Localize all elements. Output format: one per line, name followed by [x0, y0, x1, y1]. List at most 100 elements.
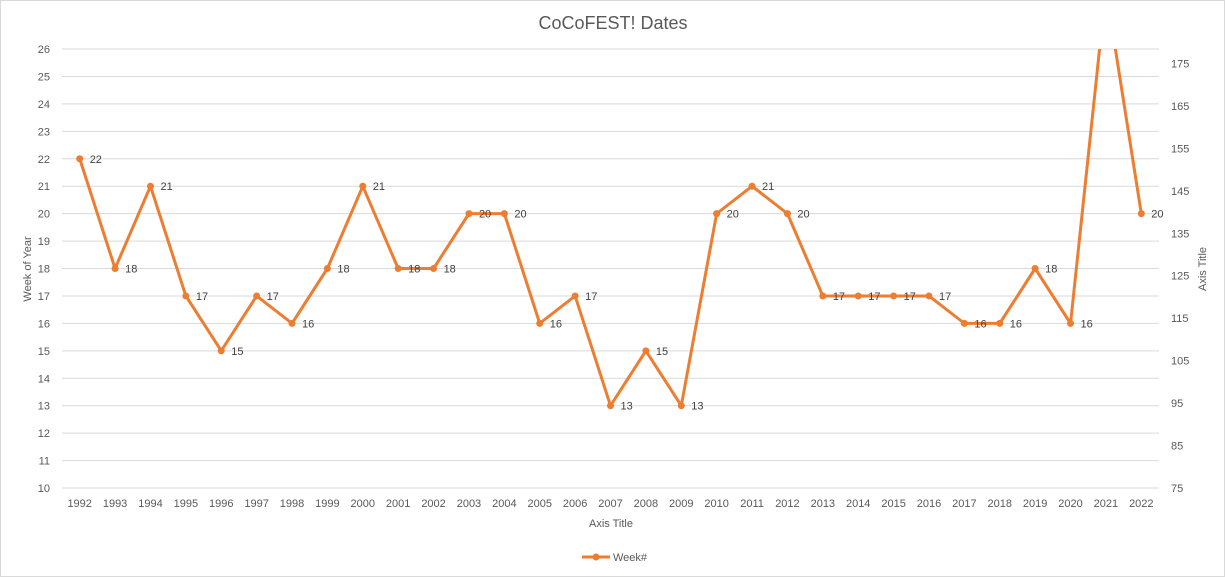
x-tick-label: 2020	[1058, 498, 1082, 510]
data-point[interactable]	[1137, 210, 1145, 218]
data-label: 17	[833, 291, 845, 303]
data-point[interactable]	[713, 210, 721, 218]
x-tick-label: 1996	[209, 498, 233, 510]
y2-tick-label: 145	[1171, 186, 1189, 198]
data-point[interactable]	[111, 265, 119, 272]
data-point[interactable]	[217, 347, 225, 355]
data-label: 21	[373, 181, 385, 193]
y-tick-label: 23	[38, 126, 50, 138]
data-point[interactable]	[430, 265, 438, 272]
data-label: 13	[621, 401, 633, 413]
data-label: 17	[904, 291, 916, 303]
data-label: 20	[1151, 209, 1163, 221]
data-point[interactable]	[536, 319, 544, 327]
y-tick-label: 24	[38, 99, 50, 111]
gridlines	[62, 48, 1159, 489]
x-tick-label: 2000	[351, 498, 375, 510]
data-point[interactable]	[925, 292, 933, 300]
series-week	[76, 49, 1145, 410]
y2-tick-label: 105	[1171, 356, 1189, 368]
x-tick-label: 2005	[527, 498, 551, 510]
data-label: 16	[550, 318, 562, 330]
x-tick-label: 2015	[881, 498, 905, 510]
y-tick-label: 20	[38, 209, 50, 221]
data-point[interactable]	[500, 210, 508, 218]
x-axis-ticks: 1992 1993 1994 1995 1996 1997 1998 1999 2000 2001…	[67, 498, 1153, 510]
y-tick-label: 16	[38, 318, 50, 330]
data-label: 18	[408, 264, 420, 276]
data-point[interactable]	[465, 210, 473, 218]
data-point[interactable]	[854, 292, 862, 300]
data-point[interactable]	[253, 292, 261, 300]
data-label: 20	[797, 209, 809, 221]
y2-axis-title: Axis Title	[1197, 247, 1209, 291]
legend-point-marker	[592, 553, 600, 561]
y-tick-label: 22	[38, 154, 50, 166]
y-tick-label: 12	[38, 428, 50, 440]
y-tick-label: 13	[38, 401, 50, 413]
legend[interactable]: Week#	[582, 552, 648, 564]
y2-tick-label: 135	[1171, 228, 1189, 240]
y2-tick-label: 125	[1171, 271, 1189, 283]
data-point[interactable]	[890, 292, 898, 300]
x-tick-label: 2019	[1023, 498, 1047, 510]
x-tick-label: 2021	[1094, 498, 1118, 510]
x-tick-label: 1994	[138, 498, 162, 510]
data-label: 17	[585, 291, 597, 303]
data-label: 20	[514, 209, 526, 221]
data-point[interactable]	[359, 182, 367, 190]
data-label: 18	[1045, 264, 1057, 276]
x-tick-label: 1995	[174, 498, 198, 510]
y2-tick-label: 155	[1171, 143, 1189, 155]
data-label: 15	[656, 346, 668, 358]
x-tick-label: 2007	[598, 498, 622, 510]
data-label: 21	[762, 181, 774, 193]
data-point[interactable]	[1067, 319, 1075, 327]
y-tick-label: 17	[38, 291, 50, 303]
data-label: 17	[868, 291, 880, 303]
data-label: 17	[267, 291, 279, 303]
data-point[interactable]	[819, 292, 827, 300]
x-tick-label: 2004	[492, 498, 516, 510]
x-tick-label: 2011	[740, 498, 764, 510]
data-point[interactable]	[783, 210, 791, 218]
y-tick-label: 18	[38, 264, 50, 276]
data-point[interactable]	[182, 292, 190, 300]
data-point[interactable]	[996, 319, 1004, 327]
x-tick-label: 2022	[1129, 498, 1153, 510]
x-tick-label: 2014	[846, 498, 870, 510]
y2-tick-label: 95	[1171, 398, 1183, 410]
data-label: 18	[444, 264, 456, 276]
data-point[interactable]	[1031, 265, 1039, 272]
data-point[interactable]	[748, 182, 756, 190]
x-axis-title: Axis Title	[589, 518, 633, 530]
data-point[interactable]	[323, 265, 331, 272]
data-labels: 22 18 21 17 15 17 16 18 21 18 18 20 20 16 17 13 15 13 20 21…	[90, 154, 1164, 413]
x-tick-label: 1997	[244, 498, 268, 510]
data-point[interactable]	[677, 402, 685, 410]
y2-tick-label: 75	[1171, 483, 1183, 495]
y2-axis-ticks: 75 85 95 105 115 125 135 145 155 165 175	[1171, 58, 1189, 495]
data-label: 18	[337, 264, 349, 276]
x-tick-label: 2008	[634, 498, 658, 510]
data-point[interactable]	[607, 402, 614, 410]
data-label: 22	[90, 154, 102, 166]
data-point[interactable]	[571, 292, 579, 300]
y2-tick-label: 85	[1171, 441, 1183, 453]
x-tick-label: 1999	[315, 498, 339, 510]
chart-title: CoCoFEST! Dates	[538, 13, 687, 33]
data-point[interactable]	[288, 319, 296, 327]
data-point[interactable]	[76, 155, 84, 163]
y-tick-label: 19	[38, 236, 50, 248]
data-point[interactable]	[960, 319, 968, 327]
data-point[interactable]	[146, 182, 154, 190]
x-tick-label: 2013	[811, 498, 835, 510]
data-label: 17	[196, 291, 208, 303]
x-tick-label: 1993	[103, 498, 127, 510]
data-point[interactable]	[642, 347, 650, 355]
legend-label-week: Week#	[613, 552, 648, 564]
data-point[interactable]	[394, 265, 402, 272]
y-tick-label: 25	[38, 71, 50, 83]
